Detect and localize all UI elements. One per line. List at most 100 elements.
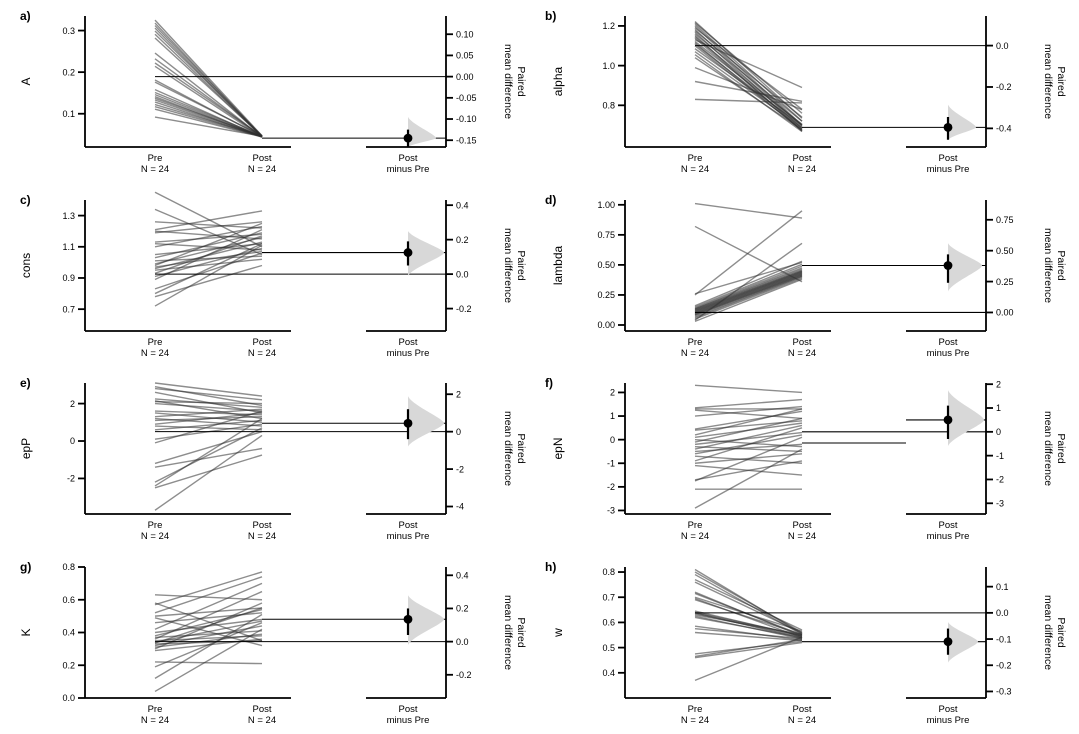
paired-slope-line	[154, 242, 263, 251]
right-axis-tick-label: -0.3	[996, 686, 1012, 696]
left-axis: 0.8 0.6 0.4 0.2 0.0	[62, 562, 85, 703]
mean-difference-dot	[403, 247, 413, 257]
right-axis-tick-label: 0.75	[996, 214, 1014, 224]
panel-g: 0.8 0.6 0.4 0.2 0.0 0.4 0.2 0.0 -0.2 Pre N = 24 Pos…	[0, 551, 540, 734]
paired-slope-line	[154, 258, 263, 271]
pre-group-label: Pre	[148, 337, 163, 348]
paired-slope-line	[154, 37, 263, 137]
right-axis-tick-label: -0.2	[456, 669, 472, 679]
paired-slope-line	[694, 242, 803, 321]
right-axis-tick-label: 0.2	[456, 603, 469, 613]
left-axis-tick-label: 0.50	[597, 260, 615, 270]
axes-spines	[84, 566, 447, 699]
post-group-label: Post	[792, 704, 811, 715]
right-axis: 0.0 -0.2 -0.4	[986, 41, 1012, 134]
left-axis-tick-label: 1.0	[602, 61, 615, 71]
paired-slope-line	[154, 582, 263, 630]
left-axis-tick-label: 1	[610, 411, 615, 421]
contrast-label: Post	[938, 153, 957, 164]
panel-letter: g)	[20, 560, 31, 574]
post-group-label: Post	[252, 153, 271, 164]
left-axis: 1.00 0.75 0.50 0.25 0.00	[597, 200, 625, 330]
paired-slope-line	[154, 408, 263, 418]
right-axis-title: Pairedmean difference	[1042, 44, 1067, 119]
paired-slope-line	[154, 632, 263, 648]
post-group-n-label: N = 24	[248, 531, 276, 542]
right-axis-title: Pairedmean difference	[502, 594, 527, 669]
paired-slope-line	[694, 436, 803, 482]
left-axis-tick-label: 1.3	[62, 210, 75, 220]
right-axis-tick-label: -2	[996, 475, 1004, 485]
pre-group-label: Pre	[148, 520, 163, 531]
left-axis-tick-label: 0.1	[62, 109, 75, 119]
paired-slope-line	[154, 628, 263, 692]
slopegraph	[154, 382, 263, 511]
post-group-n-label: N = 24	[248, 348, 276, 359]
right-axis-tick-label: -0.2	[996, 660, 1012, 670]
paired-slope-line	[694, 40, 803, 125]
paired-slope-line	[154, 222, 263, 266]
right-axis: 2 1 0 -1 -2 -3	[986, 379, 1004, 508]
left-axis: 2 0 -2	[67, 399, 85, 484]
paired-slope-line	[154, 81, 263, 137]
right-axis-title: Pairedmean difference	[1042, 227, 1067, 302]
pre-group-label: Pre	[688, 153, 703, 164]
contrast-sublabel: minus Pre	[387, 348, 430, 359]
paired-slope-line	[694, 275, 803, 318]
y-axis-title: K	[19, 628, 33, 636]
right-axis-tick-label: 2	[456, 389, 461, 399]
left-axis-tick-label: -3	[607, 506, 615, 516]
left-axis-tick-label: 0.2	[62, 660, 75, 670]
slopegraph	[694, 568, 803, 681]
paired-slope-line	[694, 460, 803, 481]
paired-slope-line	[154, 601, 263, 641]
left-axis-tick-label: 0.8	[62, 562, 75, 572]
paired-slope-line	[694, 448, 803, 509]
pre-group-n-label: N = 24	[141, 348, 169, 359]
right-axis-tick-label: 0.10	[456, 29, 474, 39]
slopegraph	[154, 570, 263, 692]
panel-letter: d)	[545, 193, 556, 207]
paired-slope-line	[154, 401, 263, 405]
left-axis-tick-label: 0.3	[62, 26, 75, 36]
contrast-label: Post	[938, 704, 957, 715]
post-group-n-label: N = 24	[788, 348, 816, 359]
paired-slope-line	[154, 231, 263, 258]
post-group-n-label: N = 24	[248, 715, 276, 726]
paired-slope-line	[694, 580, 803, 634]
left-axis-tick-label: 2	[70, 399, 75, 409]
slopegraph	[694, 21, 803, 133]
paired-slope-line	[694, 613, 803, 635]
pre-group-n-label: N = 24	[141, 715, 169, 726]
paired-slope-line	[154, 116, 263, 137]
right-axis-tick-label: 0.4	[456, 570, 469, 580]
difference-distribution-violin	[948, 621, 978, 663]
slopegraph	[154, 19, 263, 138]
right-axis-tick-label: -0.05	[456, 93, 477, 103]
panel-h: 0.8 0.7 0.6 0.5 0.4 0.1 0.0 -0.1 -0.2 -0.3 Pre N = …	[540, 551, 1079, 734]
right-axis-tick-label: -0.4	[996, 124, 1012, 134]
contrast-sublabel: minus Pre	[927, 715, 970, 726]
paired-slope-line	[694, 57, 803, 131]
right-axis: 0.10 0.05 0.00 -0.05 -0.10 -0.15	[446, 29, 477, 145]
right-axis-tick-label: 0.00	[456, 72, 474, 82]
pre-group-n-label: N = 24	[681, 164, 709, 175]
left-axis-tick-label: 1.1	[62, 241, 75, 251]
right-axis-tick-label: 0	[456, 427, 461, 437]
left-axis-tick-label: 0.5	[602, 642, 615, 652]
paired-slope-line	[154, 412, 263, 423]
left-axis-tick-label: 0.4	[62, 627, 75, 637]
panel-letter: f)	[545, 376, 553, 390]
post-group-label: Post	[792, 153, 811, 164]
y-axis-title: epP	[19, 438, 33, 459]
paired-slope-line	[154, 624, 263, 646]
pre-group-n-label: N = 24	[141, 531, 169, 542]
pre-group-label: Pre	[688, 337, 703, 348]
post-group-n-label: N = 24	[788, 531, 816, 542]
right-axis-tick-label: 0.0	[456, 636, 469, 646]
paired-slope-line	[694, 80, 803, 103]
contrast-sublabel: minus Pre	[927, 531, 970, 542]
